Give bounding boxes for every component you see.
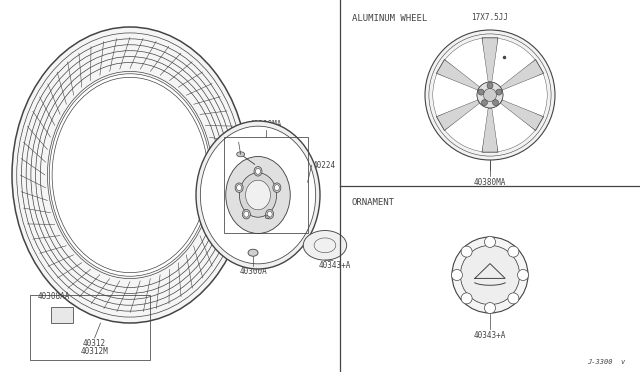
Ellipse shape bbox=[255, 169, 260, 174]
Wedge shape bbox=[445, 103, 488, 152]
Text: 40311: 40311 bbox=[227, 133, 250, 142]
Ellipse shape bbox=[254, 167, 262, 176]
Ellipse shape bbox=[275, 185, 280, 191]
Circle shape bbox=[496, 89, 502, 95]
Wedge shape bbox=[502, 74, 547, 116]
Ellipse shape bbox=[235, 183, 243, 192]
Ellipse shape bbox=[246, 180, 270, 210]
Circle shape bbox=[484, 237, 495, 247]
Ellipse shape bbox=[267, 211, 272, 217]
FancyBboxPatch shape bbox=[51, 307, 73, 323]
Ellipse shape bbox=[239, 173, 276, 217]
Text: 40312M: 40312M bbox=[81, 347, 108, 356]
Circle shape bbox=[493, 100, 499, 106]
Polygon shape bbox=[436, 98, 481, 131]
Wedge shape bbox=[492, 103, 535, 152]
Circle shape bbox=[460, 246, 520, 305]
Polygon shape bbox=[482, 38, 498, 82]
Polygon shape bbox=[436, 60, 481, 92]
Circle shape bbox=[461, 246, 472, 257]
Ellipse shape bbox=[237, 152, 244, 157]
Circle shape bbox=[483, 89, 497, 102]
Text: J-3300  v: J-3300 v bbox=[587, 359, 625, 365]
Wedge shape bbox=[433, 74, 478, 116]
Circle shape bbox=[452, 237, 528, 313]
Ellipse shape bbox=[248, 249, 258, 256]
Circle shape bbox=[477, 82, 503, 108]
Bar bbox=[224, 137, 308, 234]
Text: 40312: 40312 bbox=[83, 339, 106, 348]
Text: 40300MA: 40300MA bbox=[250, 120, 282, 129]
Circle shape bbox=[508, 246, 519, 257]
Circle shape bbox=[518, 269, 529, 280]
Circle shape bbox=[487, 83, 493, 89]
Text: 40343+A: 40343+A bbox=[474, 331, 506, 340]
Ellipse shape bbox=[266, 209, 274, 219]
Ellipse shape bbox=[273, 183, 281, 192]
Text: 40343+A: 40343+A bbox=[319, 261, 351, 270]
Circle shape bbox=[451, 269, 463, 280]
Ellipse shape bbox=[12, 27, 248, 323]
Circle shape bbox=[425, 30, 555, 160]
Polygon shape bbox=[482, 108, 498, 152]
Wedge shape bbox=[445, 38, 488, 87]
Bar bbox=[30, 295, 150, 360]
Circle shape bbox=[481, 100, 488, 106]
Text: 40300A: 40300A bbox=[239, 267, 267, 276]
Ellipse shape bbox=[243, 209, 250, 219]
Polygon shape bbox=[499, 60, 543, 92]
Polygon shape bbox=[499, 98, 543, 131]
Circle shape bbox=[484, 302, 495, 314]
Text: 40380MA: 40380MA bbox=[474, 178, 506, 187]
Ellipse shape bbox=[244, 211, 249, 217]
Ellipse shape bbox=[237, 185, 242, 191]
Ellipse shape bbox=[226, 157, 290, 234]
Ellipse shape bbox=[303, 231, 347, 260]
Ellipse shape bbox=[200, 126, 316, 264]
Circle shape bbox=[461, 293, 472, 304]
Text: 40224: 40224 bbox=[312, 161, 336, 170]
Wedge shape bbox=[492, 38, 535, 87]
Ellipse shape bbox=[196, 121, 320, 269]
Circle shape bbox=[508, 293, 519, 304]
Ellipse shape bbox=[49, 74, 211, 276]
Text: 40308AA: 40308AA bbox=[38, 292, 70, 301]
Text: ORNAMENT: ORNAMENT bbox=[352, 198, 395, 207]
Text: ALUMINUM WHEEL: ALUMINUM WHEEL bbox=[352, 14, 428, 23]
Ellipse shape bbox=[266, 216, 269, 219]
Circle shape bbox=[478, 89, 484, 95]
Text: 17X7.5JJ: 17X7.5JJ bbox=[472, 13, 509, 22]
